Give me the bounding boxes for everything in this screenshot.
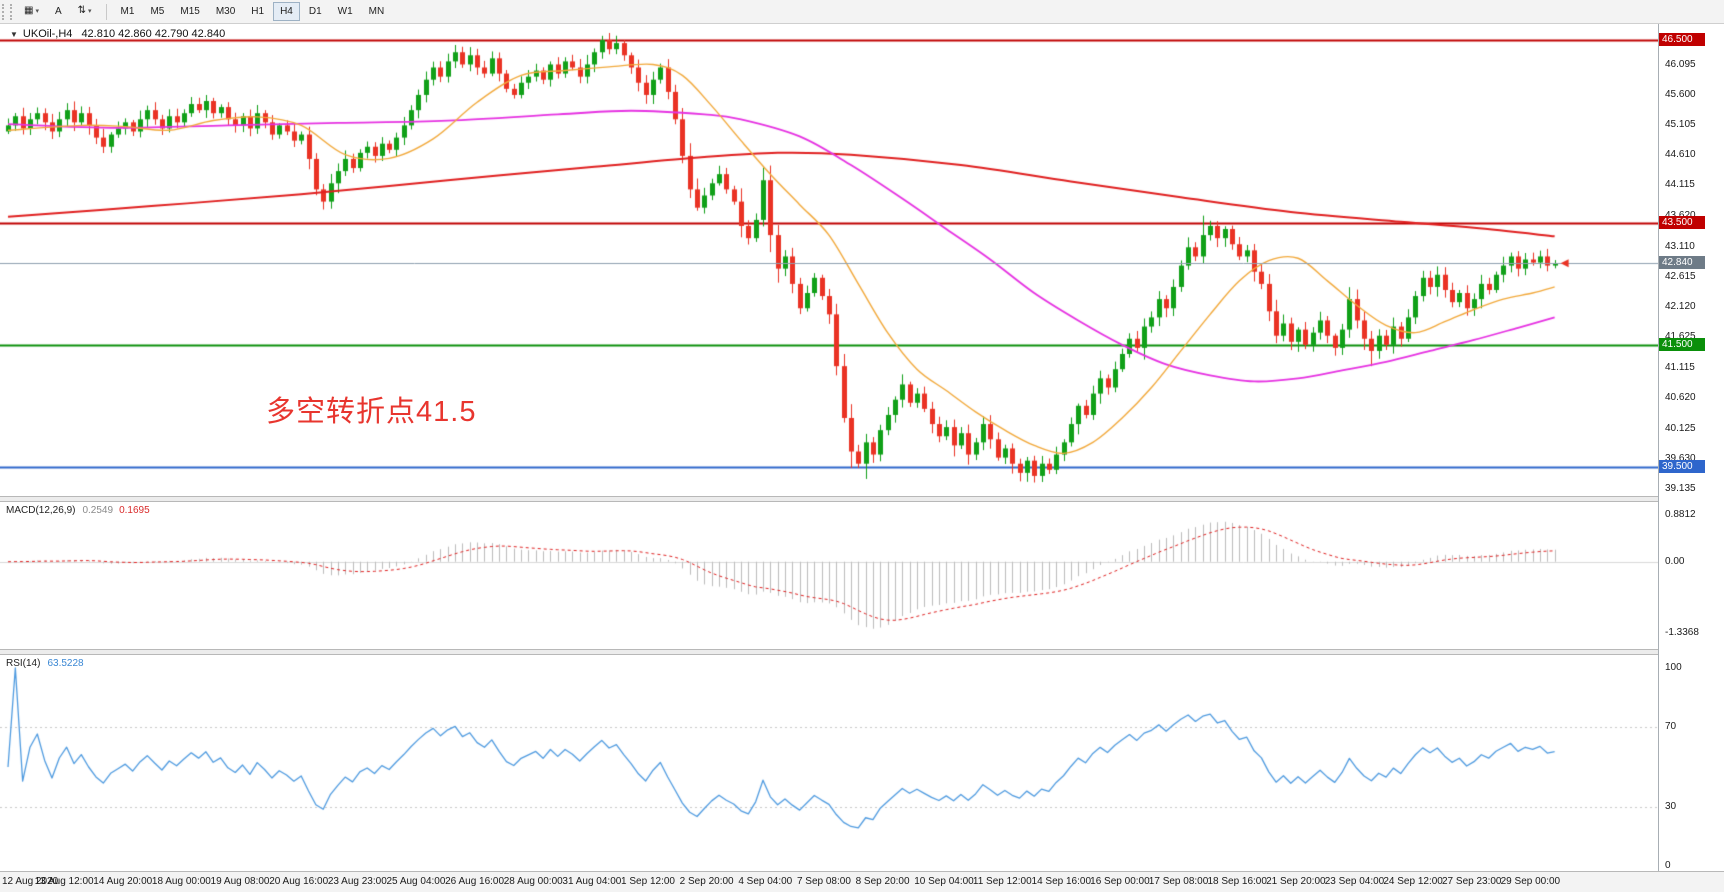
- price-tick-label: 44.610: [1665, 149, 1696, 161]
- price-tick-label: 42.615: [1665, 270, 1696, 282]
- chart-symbol-title: UKOil-,H4: [22, 28, 73, 40]
- time-axis-label: 28 Aug 00:00: [503, 876, 563, 887]
- price-badge: 39.500: [1659, 459, 1705, 473]
- timeframe-button-m15[interactable]: M15: [173, 2, 206, 21]
- time-axis-label: 4 Sep 04:00: [738, 876, 793, 887]
- time-axis-label: 14 Aug 20:00: [93, 876, 153, 887]
- time-axis-label: 12 Aug 2020: [2, 876, 59, 887]
- price-tick-label: 40.125: [1665, 422, 1696, 434]
- price-tick-label: 46.095: [1665, 58, 1696, 70]
- price-tick-label: 42.120: [1665, 301, 1696, 313]
- time-axis-label: 14 Sep 16:00: [1031, 876, 1092, 887]
- timeframe-button-m5[interactable]: M5: [143, 2, 171, 21]
- toolbar-divider: [105, 3, 107, 20]
- rsi-indicator-label: RSI(14) 63.5228: [6, 658, 84, 669]
- rsi-value: 63.5228: [47, 658, 84, 669]
- rsi-scale-label: 100: [1665, 662, 1682, 673]
- time-axis-label: 10 Sep 04:00: [914, 876, 974, 887]
- price-axis[interactable]: 46.095 45.600 45.105 44.610 44.115 43.620 43.1…: [1658, 23, 1724, 871]
- macd-indicator-label: MACD(12,26,9) 0.2549 0.1695: [6, 505, 150, 516]
- rsi-scale-label: 70: [1665, 721, 1677, 733]
- time-axis-label: 19 Aug 08:00: [210, 876, 270, 887]
- macd-scale-label: 0.8812: [1665, 508, 1696, 520]
- chevron-down-icon: ▾: [88, 8, 92, 15]
- price-tick-label: 40.620: [1665, 392, 1696, 404]
- time-axis-label: 17 Sep 08:00: [1148, 876, 1209, 887]
- timeframe-button-m30[interactable]: M30: [209, 2, 242, 21]
- price-tick-label: 43.620: [1665, 210, 1696, 221]
- timeframe-button-h4[interactable]: H4: [273, 2, 300, 21]
- text-annotation-button[interactable]: A: [48, 2, 69, 21]
- timeframe-button-mn[interactable]: MN: [362, 2, 392, 21]
- time-axis-label: 26 Aug 16:00: [445, 876, 505, 887]
- macd-main-value: 0.2549: [82, 505, 114, 516]
- price-badge: 43.500: [1659, 215, 1705, 229]
- rsi-scale-label: 0: [1665, 860, 1671, 871]
- price-tick-label: 44.115: [1665, 179, 1695, 191]
- time-axis-label: 7 Sep 08:00: [796, 876, 851, 887]
- price-tick-label: 43.110: [1665, 240, 1695, 252]
- toolbar-grip[interactable]: [2, 3, 12, 20]
- price-tick-label: 45.600: [1665, 88, 1696, 100]
- rsi-label-text: RSI(14): [6, 658, 41, 669]
- time-axis-label: 23 Aug 23:00: [327, 876, 387, 887]
- time-axis[interactable]: 12 Aug 2020 13 Aug 12:00 14 Aug 20:00 18 Au…: [0, 871, 1724, 892]
- macd-signal-value: 0.1695: [119, 505, 150, 516]
- chart-ohlc-values: 42.810 42.860 42.790 42.840: [81, 28, 226, 40]
- time-axis-label: 1 Sep 12:00: [621, 876, 675, 887]
- price-badge: 41.500: [1659, 337, 1705, 351]
- timeframe-button-m1[interactable]: M1: [114, 2, 142, 21]
- time-axis-label: 18 Aug 00:00: [151, 876, 211, 887]
- time-axis-label: 2 Sep 20:00: [679, 876, 734, 887]
- price-tick-label: 41.625: [1665, 331, 1696, 343]
- macd-scale-label: -1.3368: [1665, 626, 1699, 638]
- time-axis-label: 29 Sep 00:00: [1500, 876, 1561, 887]
- time-axis-label: 13 Aug 12:00: [34, 876, 94, 887]
- time-axis-label: 25 Aug 04:00: [386, 876, 446, 887]
- time-axis-label: 24 Sep 12:00: [1383, 876, 1443, 887]
- time-axis-label: 23 Sep 04:00: [1324, 876, 1385, 887]
- macd-scale-label: 0.00: [1665, 555, 1685, 567]
- chevron-down-icon: ▾: [35, 8, 39, 15]
- toolbar: ▦ ▾ A ⇅ ▾ M1 M5 M15 M30 H1 H4 D1 W1 MN: [0, 0, 1724, 24]
- chart-header: ▼ UKOil-,H4 42.810 42.860 42.790 42.840: [10, 28, 225, 40]
- price-tick-label: 45.105: [1665, 119, 1696, 131]
- time-axis-label: 18 Sep 16:00: [1207, 876, 1267, 887]
- time-axis-label: 20 Aug 16:00: [269, 876, 329, 887]
- time-axis-label: 8 Sep 20:00: [855, 876, 910, 887]
- price-badge: 46.500: [1659, 33, 1705, 47]
- time-axis-label: 11 Sep 12:00: [972, 876, 1032, 887]
- time-axis-label: 16 Sep 00:00: [1090, 876, 1150, 887]
- panel-separator[interactable]: [0, 496, 1724, 502]
- macd-label-text: MACD(12,26,9): [6, 505, 76, 516]
- timeframe-button-w1[interactable]: W1: [331, 2, 360, 21]
- price-tick-label: 39.630: [1665, 452, 1696, 464]
- time-axis-label: 27 Sep 23:00: [1442, 876, 1502, 887]
- chart-type-button[interactable]: ▦ ▾: [17, 2, 46, 21]
- price-badge: 42.840: [1659, 256, 1705, 270]
- chart-grid-icon: ▦: [24, 5, 34, 16]
- time-axis-label: 31 Aug 04:00: [562, 876, 622, 887]
- price-tick-label: 41.115: [1665, 362, 1695, 374]
- time-axis-label: 21 Sep 20:00: [1266, 876, 1326, 887]
- symbol-dropdown-icon[interactable]: ▼: [10, 30, 18, 39]
- rsi-scale-label: 30: [1665, 800, 1677, 812]
- timeframe-button-d1[interactable]: D1: [302, 2, 329, 21]
- price-tick-label: 39.135: [1665, 482, 1696, 494]
- text-tool-icon: A: [54, 5, 62, 17]
- scale-button[interactable]: ⇅ ▾: [71, 2, 99, 21]
- panel-separator[interactable]: [0, 649, 1724, 655]
- timeframe-button-h1[interactable]: H1: [244, 2, 271, 21]
- up-down-arrows-icon: ⇅: [77, 5, 87, 16]
- chart-annotation-text: 多空转折点41.5: [266, 396, 477, 428]
